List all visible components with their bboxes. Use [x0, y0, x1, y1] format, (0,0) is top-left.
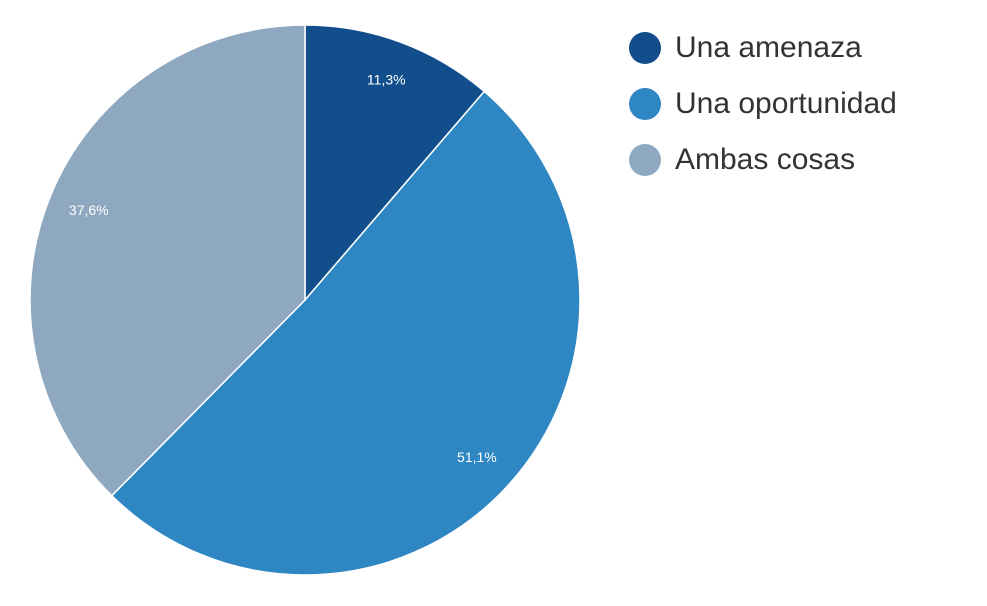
value-label: 37,6% [69, 202, 109, 218]
legend-label: Una amenaza [675, 31, 862, 64]
value-label: 11,3% [367, 72, 406, 88]
pie-slice [29, 24, 306, 497]
legend-marker [629, 144, 661, 176]
pie-slice [304, 24, 486, 303]
legend-marker [629, 32, 661, 64]
pie-slice [110, 90, 581, 576]
legend-label: Ambas cosas [675, 143, 855, 176]
legend-marker [629, 88, 661, 120]
legend-label: Una oportunidad [675, 87, 897, 120]
value-label: 51,1% [457, 449, 497, 465]
